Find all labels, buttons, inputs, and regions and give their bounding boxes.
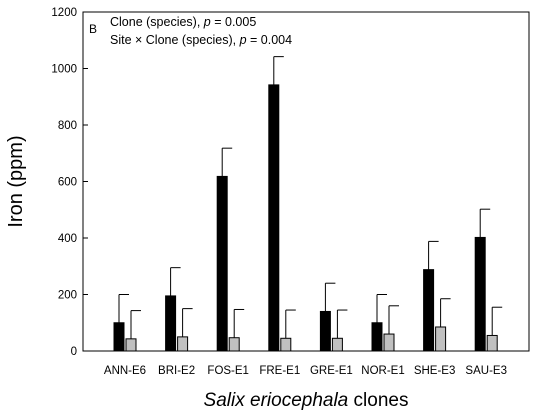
bar xyxy=(268,84,280,352)
bar xyxy=(371,322,383,352)
y-axis-label: Iron (ppm) xyxy=(5,135,27,227)
annotation-line: Clone (species), p = 0.005 xyxy=(110,15,256,29)
x-category-label: GRE-E1 xyxy=(310,365,353,377)
bars xyxy=(113,56,503,352)
x-category-label: FRE-E1 xyxy=(259,365,300,377)
bar xyxy=(216,175,228,352)
x-category-label: SHE-E3 xyxy=(414,365,456,377)
plot-border xyxy=(82,11,530,352)
bar xyxy=(435,326,447,352)
y-tick-label: 1000 xyxy=(51,64,77,76)
bar xyxy=(319,310,331,352)
bar xyxy=(486,334,498,352)
x-category-label: NOR-E1 xyxy=(361,365,404,377)
bar xyxy=(331,337,343,352)
bar xyxy=(474,236,486,352)
y-tick-label: 1200 xyxy=(51,7,77,19)
x-axis-categories: ANN-E6 BRI-E2 FOS-E1 FRE-E1 GRE-E1 NOR-E1 SHE-… xyxy=(104,365,507,377)
x-category-label: FOS-E1 xyxy=(207,365,249,377)
x-category-label: ANN-E6 xyxy=(104,365,146,377)
y-axis-ticks: 0 200 400 600 800 1000 1200 xyxy=(51,7,88,358)
bar xyxy=(113,322,125,352)
y-tick-label: 400 xyxy=(58,233,77,245)
annotations: Clone (species), p = 0.005 Site × Clone (… xyxy=(110,15,292,47)
bar xyxy=(228,337,240,352)
x-axis-label: Salix eriocephala clones xyxy=(204,390,409,411)
y-tick-label: 800 xyxy=(58,120,77,132)
y-tick-label: 200 xyxy=(58,290,77,302)
bar xyxy=(125,338,137,352)
plot-frame xyxy=(82,11,530,352)
y-tick-label: 0 xyxy=(71,346,77,358)
y-tick-label: 600 xyxy=(58,177,77,189)
annotation-line: Site × Clone (species), p = 0.004 xyxy=(110,33,292,47)
bar xyxy=(165,295,177,352)
panel-label: B xyxy=(89,22,97,36)
x-category-label: SAU-E3 xyxy=(465,365,507,377)
bar xyxy=(280,337,292,352)
bar xyxy=(383,333,395,352)
bar xyxy=(423,269,435,352)
bar xyxy=(177,336,189,352)
x-category-label: BRI-E2 xyxy=(158,365,195,377)
